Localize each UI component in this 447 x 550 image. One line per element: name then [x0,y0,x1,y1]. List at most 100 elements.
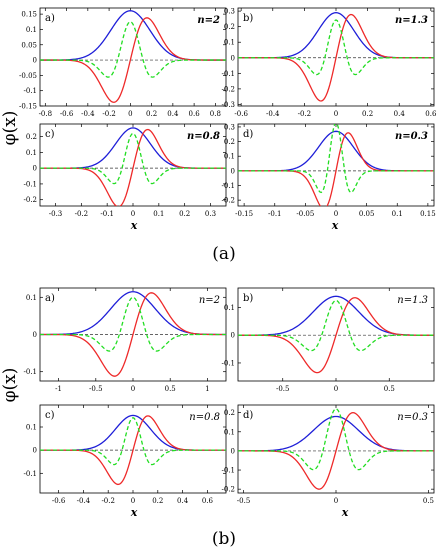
y-tick-label: 0 [231,332,235,340]
x-tick-label: 0.5 [165,385,176,393]
n-label: n=1.3 [395,15,428,26]
x-tick-label: -0.1 [100,210,114,218]
y-tick-label: -0.1 [24,180,38,188]
x-tick-label: 0.3 [205,210,216,218]
x-tick-label: 0.1 [153,210,164,218]
series-line-red [40,128,226,206]
panel-label: d) [243,410,253,421]
x-tick-label: -1 [55,385,62,393]
x-tick-label: 0.05 [359,210,375,218]
x-tick-label: -0.05 [296,210,314,218]
x-tick-label: -0.8 [39,110,53,118]
x-tick-label: -0.15 [235,210,253,218]
n-label: n=0.3 [395,131,428,142]
panel-b-c: -0.6 -0.4 -0.2 0 0.2 0.4 0.6 -0.1 0 0.1 c) n=0.8 [24,404,227,505]
x-tick-label: -0.4 [81,110,95,118]
panel-label: c) [45,410,55,421]
x-tick-label: -0.2 [102,110,116,118]
panel-a-b: -0.6 -0.4 -0.2 0 0.2 0.4 0.6 -0.3 -0.2 -0.1 0 0.1 0.… [222,7,437,118]
x-tick-label: 0 [128,110,132,118]
x-tick-label: -0.5 [276,385,290,393]
y-tick-label: -0.1 [222,182,236,190]
group-a-xlabel: x [130,219,138,232]
y-tick-label: 0.2 [224,23,235,31]
y-tick-label: 0.1 [26,424,37,432]
y-tick-label: 0 [33,165,37,173]
x-tick-label: -0.6 [60,110,74,118]
x-tick-label: 1 [205,385,209,393]
panel-b-b: -0.5 0 0.5 -0.1 0 0.1 b) n=1.3 [222,287,435,393]
y-tick-label: 0.2 [224,409,235,417]
x-tick-label: 0 [334,497,338,505]
y-tick-label: 0.1 [224,39,235,47]
x-tick-label: 0 [334,210,338,218]
y-tick-label: 0.1 [26,26,37,34]
x-tick-label: 0.8 [210,110,221,118]
group-a-ylabel: φ(x) [0,111,20,146]
series-line-green [40,21,226,78]
y-tick-label: 0.3 [224,8,235,16]
y-tick-label: 0.15 [21,11,37,19]
x-tick-label: -0.6 [234,110,248,118]
panel-label: a) [45,13,55,24]
plot-frame [39,7,227,107]
panel-label: d) [243,129,253,140]
x-tick-label: 0.2 [362,110,373,118]
y-tick-label: -0.2 [222,197,236,205]
x-tick-label: -0.4 [77,497,91,505]
x-tick-label: -0.2 [101,497,115,505]
x-tick-label: 0.2 [179,210,190,218]
y-tick-label: -0.2 [222,486,236,494]
series-line-red [40,17,226,103]
x-tick-label: 0.6 [189,110,201,118]
x-tick-label: -0.4 [266,110,280,118]
y-tick-label: 0.1 [224,428,235,436]
panel-a-c: -0.3 -0.2 -0.1 0 0.1 0.2 0.3 -0.2 -0.1 0 0.1 0.2 c) n… [24,123,227,218]
x-tick-label: 0.5 [423,497,434,505]
x-tick-label: 0 [131,385,135,393]
y-tick-label: -0.2 [24,196,38,204]
y-tick-label: 0 [33,57,37,65]
y-tick-label: 0.1 [26,149,37,157]
x-tick-label: -0.1 [268,210,282,218]
n-label: n=0.3 [397,412,428,423]
group-b-caption: (b) [212,529,236,549]
n-label: n=0.8 [187,131,220,142]
y-tick-label: 0 [231,447,235,455]
series-line-green [238,19,434,76]
y-tick-label: 0.3 [224,123,235,131]
x-tick-label: 0 [334,110,338,118]
x-tick-label: 0.15 [420,210,436,218]
x-tick-label: 0.6 [202,497,214,505]
panel-a-a: -0.8 -0.6 -0.4 -0.2 0 0.2 0.4 0.6 0.8 -0.15 -0.1 -0… [19,7,227,118]
x-tick-label: -0.5 [89,385,103,393]
x-tick-label: 0 [131,210,135,218]
group-b-ylabel: φ(x) [0,368,20,403]
panel-label: b) [243,293,253,304]
y-tick-label: 0 [33,331,37,339]
n-label: n=2 [197,15,220,26]
y-tick-label: -0.1 [24,368,38,376]
x-tick-label: 0.4 [167,110,179,118]
n-label: n=2 [199,295,220,306]
x-tick-label: -0.3 [49,210,63,218]
x-tick-label: 0.5 [384,385,395,393]
series-line-green [40,417,226,466]
y-tick-label: -0.1 [222,467,236,475]
x-tick-label: 0 [131,497,135,505]
panel-label: b) [243,13,253,24]
y-tick-label: -0.05 [19,72,37,80]
y-tick-label: 0.1 [224,153,235,161]
x-tick-label: -0.2 [75,210,89,218]
group-b-xlabel-right: x [341,506,349,519]
y-tick-label: -0.1 [222,70,236,78]
y-tick-label: -0.2 [222,85,236,93]
x-tick-label: 0.4 [177,497,189,505]
panel-label: c) [45,129,55,140]
y-tick-label: 0 [33,447,37,455]
n-label: n=1.3 [397,295,428,306]
y-tick-label: 0.1 [26,294,37,302]
n-label: n=0.8 [189,412,220,423]
y-tick-label: -0.1 [222,359,236,367]
